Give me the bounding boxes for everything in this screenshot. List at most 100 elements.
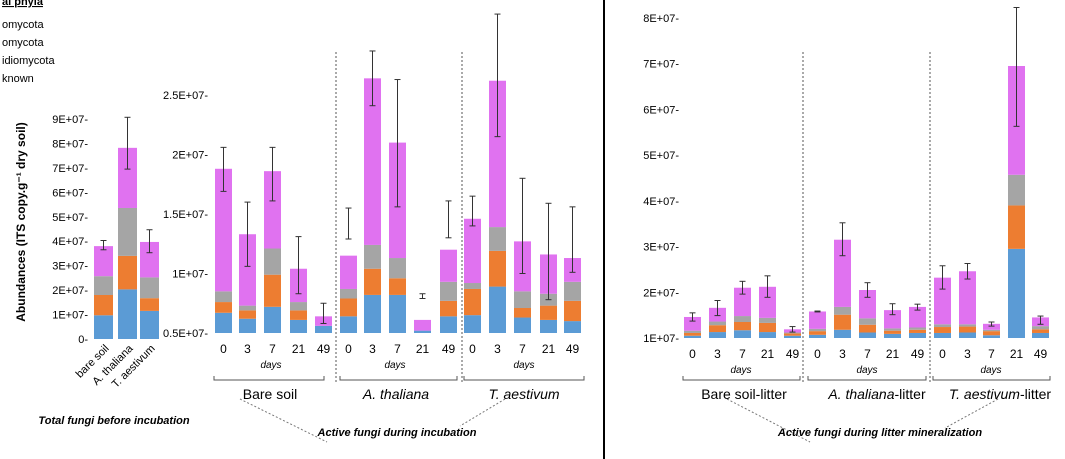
bar-segment	[684, 332, 701, 336]
x-tick-label: 7	[394, 342, 401, 356]
x-tick-label: 0	[345, 342, 352, 356]
bar-segment	[709, 325, 726, 333]
bar-segment	[440, 281, 457, 301]
bar-segment	[1032, 329, 1049, 333]
legend-item-1: omycota	[2, 19, 44, 31]
bar-segment	[264, 306, 281, 333]
bar-segment	[118, 289, 137, 339]
bar-segment	[959, 324, 976, 327]
bar-segment	[264, 274, 281, 307]
bar-segment	[734, 287, 751, 317]
x-tick-label: 7	[988, 347, 995, 361]
bar-segment	[264, 248, 281, 275]
bar-segment	[118, 207, 137, 256]
group-label: Bare soil	[243, 386, 297, 402]
y-tick-label: 7E+07-	[52, 163, 88, 175]
legend-item-2: omycota	[2, 37, 44, 49]
y-tick-label: 0-	[78, 334, 88, 346]
group-bracket	[213, 376, 325, 381]
panel3-pointer-left	[726, 398, 811, 443]
bar-segment	[340, 255, 357, 289]
bar-segment	[264, 171, 281, 249]
legend: al phyla omycota omycota idiomycota know…	[2, 0, 55, 85]
bar-segment	[884, 328, 901, 331]
bar-segment	[684, 316, 701, 331]
panel2-pointer-right	[459, 398, 506, 427]
bar-segment	[290, 310, 307, 320]
bar-segment	[859, 324, 876, 333]
group-bracket	[807, 376, 927, 381]
bar-segment	[809, 328, 826, 332]
x-tick-label: 0	[814, 347, 821, 361]
x-tick-label: 21	[761, 347, 775, 361]
bar-segment	[959, 332, 976, 338]
x-tick-label: 21	[292, 342, 306, 356]
bar-segment	[489, 250, 506, 287]
bar-segment	[440, 249, 457, 282]
bar-segment	[464, 288, 481, 316]
x-tick-label: 7	[864, 347, 871, 361]
x-tick-label: 7	[739, 347, 746, 361]
y-tick-label: 4E+07-	[52, 236, 88, 248]
y-tick-label: 6E+07-	[52, 187, 88, 199]
bar-segment	[1008, 248, 1025, 338]
panel2-caption-line1: Active fungi during incubation	[317, 427, 477, 439]
chart-panel-3: 1E+07- 2E+07- 3E+07- 4E+07- 5E+07- 6E+07- 7E+0…	[643, 6, 1051, 402]
bar-segment	[94, 276, 113, 295]
bar-segment	[934, 277, 951, 325]
x-tick-label: 3	[494, 342, 501, 356]
bar-segment	[239, 234, 256, 306]
bar-segment	[1008, 174, 1025, 206]
group-bracket	[463, 376, 585, 381]
bar-segment	[809, 331, 826, 335]
x-tick-label: 3	[244, 342, 251, 356]
bar-segment	[1032, 326, 1049, 330]
y-tick-label: 1E+07-	[52, 310, 88, 322]
bar-segment	[759, 322, 776, 333]
y-tick-label: 4E+07-	[643, 196, 679, 208]
bar-segment	[239, 305, 256, 311]
x-tick-label: 21	[542, 342, 556, 356]
y-tick-label: 1.5E+07-	[163, 209, 208, 221]
y-tick-label: 2E+07-	[643, 287, 679, 299]
bar-segment	[540, 305, 557, 320]
y-tick-label: 9E+07-	[52, 114, 88, 126]
bar-segment	[364, 268, 381, 295]
days-label: days	[384, 360, 405, 371]
chart-panel-2: 0.5E+07- 1E+07- 1.5E+07- 2E+07- 2.5E+07- 0 3 7 2…	[163, 13, 585, 402]
bar-segment	[489, 227, 506, 251]
bar-segment	[239, 318, 256, 333]
bar-segment	[859, 290, 876, 319]
bar-segment	[909, 332, 926, 338]
bar-segment	[514, 291, 531, 309]
bar-segment	[340, 316, 357, 333]
y-tick-label: 8E+07-	[643, 13, 679, 25]
x-tick-label: 0	[469, 342, 476, 356]
bar-segment	[489, 80, 506, 228]
legend-item-4: known	[2, 73, 34, 85]
bar-segment	[834, 239, 851, 307]
y-tick-label: 1E+07-	[172, 269, 208, 281]
bar-segment	[440, 300, 457, 317]
bar-segment	[94, 315, 113, 339]
y-tick-label: 1E+07-	[643, 333, 679, 345]
bar-segment	[983, 329, 1000, 332]
panel1-caption-line1: Total fungi before incubation	[38, 415, 189, 427]
bar-segment	[809, 311, 826, 329]
bar-segment	[564, 321, 581, 333]
bar-segment	[94, 295, 113, 316]
bar-segment	[909, 329, 926, 333]
bar-segment	[118, 255, 137, 290]
bar-segment	[414, 330, 431, 333]
bar-segment	[834, 329, 851, 338]
x-tick-label: 49	[317, 342, 331, 356]
bar-segment	[215, 302, 232, 313]
bar-segment	[959, 271, 976, 325]
x-tick-label: 21	[416, 342, 430, 356]
bar-segment	[464, 283, 481, 289]
bar-segment	[464, 315, 481, 333]
x-tick-label: 49	[566, 342, 580, 356]
days-label: days	[730, 365, 751, 376]
bar-segment	[118, 147, 137, 208]
chart-panel-1: 0- 1E+07- 2E+07- 3E+07- 4E+07- 5E+07- 6E+07- 7E…	[52, 114, 159, 390]
